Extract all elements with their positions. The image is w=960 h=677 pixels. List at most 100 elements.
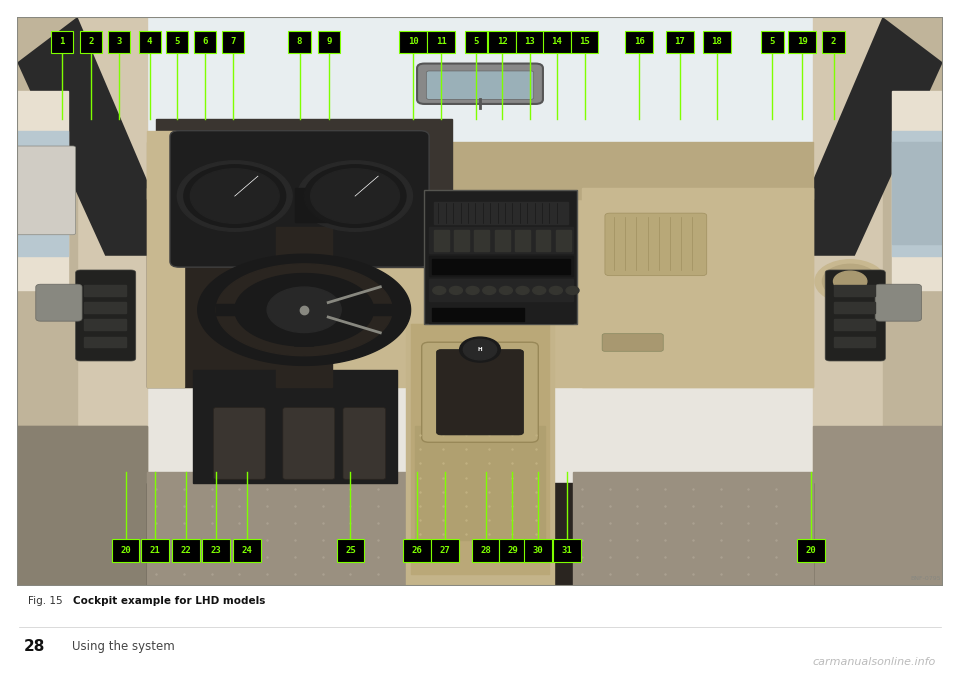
Text: 15: 15 <box>579 37 590 47</box>
FancyBboxPatch shape <box>498 539 526 562</box>
FancyBboxPatch shape <box>666 30 694 53</box>
Text: 1: 1 <box>59 37 64 47</box>
Text: 3: 3 <box>116 37 122 47</box>
FancyBboxPatch shape <box>798 539 826 562</box>
FancyBboxPatch shape <box>524 539 552 562</box>
Circle shape <box>267 287 341 332</box>
Bar <box>147 142 813 199</box>
Text: 5: 5 <box>473 37 479 47</box>
Circle shape <box>823 264 878 299</box>
Circle shape <box>311 169 399 223</box>
Text: 12: 12 <box>497 37 508 47</box>
Circle shape <box>566 286 579 294</box>
Circle shape <box>815 260 885 303</box>
FancyBboxPatch shape <box>138 30 160 53</box>
FancyBboxPatch shape <box>81 30 103 53</box>
Bar <box>536 230 550 251</box>
Text: 18: 18 <box>711 37 722 47</box>
FancyBboxPatch shape <box>826 270 885 361</box>
Bar <box>432 307 524 321</box>
Bar <box>17 131 68 256</box>
FancyBboxPatch shape <box>466 30 488 53</box>
Bar <box>193 370 396 483</box>
Bar <box>156 119 452 267</box>
Polygon shape <box>235 274 373 346</box>
Polygon shape <box>882 17 943 233</box>
Bar <box>432 259 570 274</box>
Bar <box>833 285 876 296</box>
FancyBboxPatch shape <box>14 146 76 235</box>
Text: H: H <box>478 347 482 352</box>
FancyBboxPatch shape <box>788 30 816 53</box>
Text: 31: 31 <box>562 546 572 555</box>
Bar <box>276 227 332 387</box>
FancyBboxPatch shape <box>233 539 261 562</box>
Bar <box>813 17 943 586</box>
FancyBboxPatch shape <box>76 270 135 361</box>
Text: 21: 21 <box>150 546 160 555</box>
Text: 2: 2 <box>88 37 94 47</box>
Circle shape <box>304 165 406 227</box>
Bar <box>295 188 341 221</box>
Bar <box>147 188 813 387</box>
FancyBboxPatch shape <box>337 539 365 562</box>
Text: 29: 29 <box>507 546 517 555</box>
Text: 11: 11 <box>436 37 446 47</box>
Text: 19: 19 <box>797 37 807 47</box>
Circle shape <box>483 286 495 294</box>
FancyBboxPatch shape <box>823 30 845 53</box>
Polygon shape <box>318 304 392 315</box>
Polygon shape <box>216 264 392 355</box>
FancyBboxPatch shape <box>605 213 707 276</box>
Bar <box>147 472 406 586</box>
Bar <box>84 336 126 347</box>
Text: 23: 23 <box>211 546 222 555</box>
Bar <box>17 17 147 586</box>
Bar <box>17 91 68 290</box>
Text: 16: 16 <box>634 37 644 47</box>
Text: 28: 28 <box>480 546 491 555</box>
Circle shape <box>549 286 563 294</box>
Bar <box>582 188 813 387</box>
Bar <box>813 427 943 586</box>
Bar <box>147 199 295 387</box>
Circle shape <box>433 286 445 294</box>
FancyBboxPatch shape <box>203 539 230 562</box>
Bar <box>17 17 78 586</box>
Bar <box>429 278 572 301</box>
Bar <box>472 358 488 415</box>
FancyBboxPatch shape <box>194 30 216 53</box>
Circle shape <box>460 337 500 362</box>
FancyBboxPatch shape <box>172 539 200 562</box>
Text: BNF-0795: BNF-0795 <box>910 576 941 581</box>
FancyBboxPatch shape <box>343 408 386 479</box>
Bar <box>429 304 572 323</box>
Text: 7: 7 <box>230 37 235 47</box>
Bar <box>434 202 568 225</box>
Bar <box>833 320 876 330</box>
Text: 5: 5 <box>175 37 180 47</box>
Bar <box>516 230 530 251</box>
Bar <box>454 230 468 251</box>
FancyBboxPatch shape <box>602 334 663 351</box>
Bar <box>494 230 510 251</box>
Bar <box>892 91 943 290</box>
Circle shape <box>833 271 867 292</box>
Circle shape <box>533 286 545 294</box>
Bar <box>474 230 490 251</box>
Polygon shape <box>293 315 315 346</box>
Text: 14: 14 <box>551 37 563 47</box>
FancyBboxPatch shape <box>108 30 131 53</box>
Polygon shape <box>17 17 78 233</box>
Text: 20: 20 <box>120 546 131 555</box>
Bar <box>406 324 554 586</box>
Bar <box>147 483 813 586</box>
Text: 17: 17 <box>675 37 685 47</box>
Circle shape <box>464 339 496 360</box>
Bar <box>147 131 184 387</box>
Text: 8: 8 <box>297 37 302 47</box>
Circle shape <box>449 286 463 294</box>
Bar <box>84 320 126 330</box>
Bar <box>17 427 147 586</box>
Text: carmanualsonline.info: carmanualsonline.info <box>813 657 936 667</box>
